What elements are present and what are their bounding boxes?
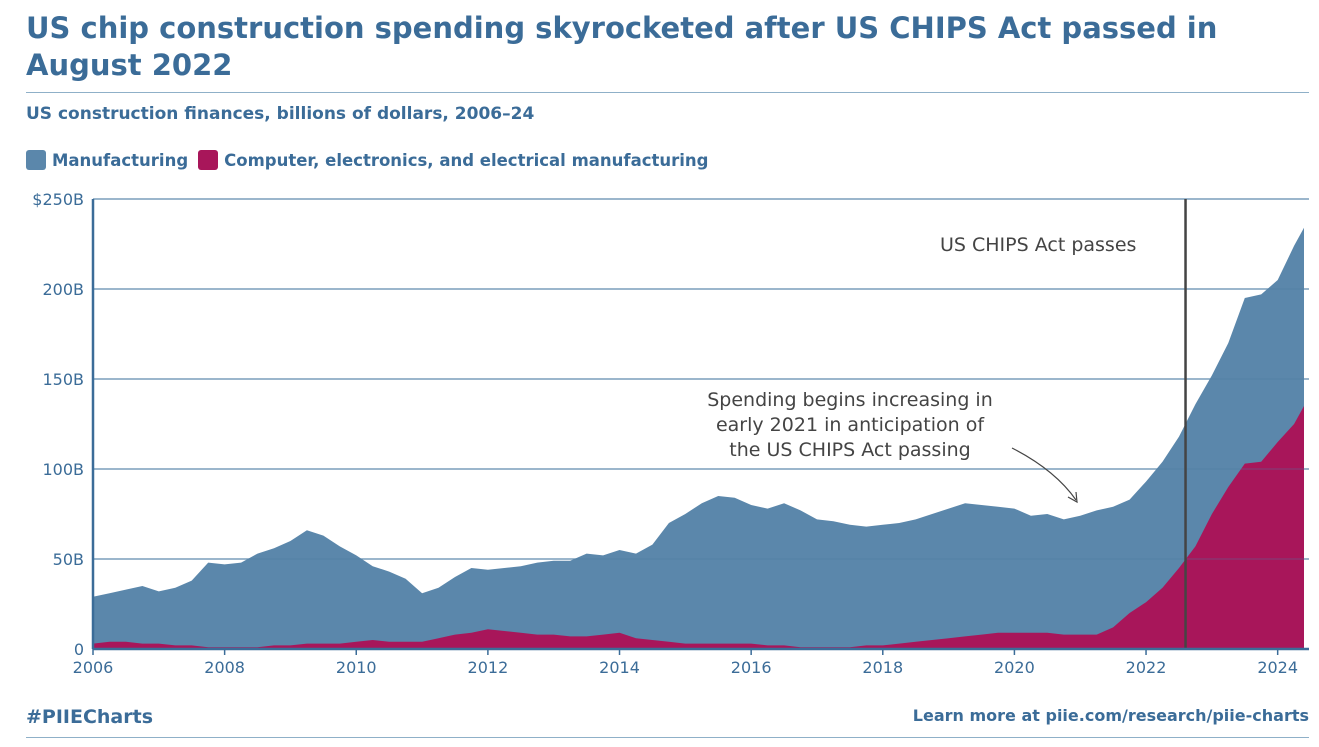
area-manufacturing	[93, 227, 1304, 650]
legend-label: Computer, electronics, and electrical ma…	[224, 150, 709, 170]
chart-area: 0 50B 100B 150B 200B $250B 2006 2008 2010 2012 201…	[32, 190, 1309, 677]
x-tick-label: 2014	[599, 658, 640, 677]
title-divider	[26, 92, 1309, 93]
annotation-arrowhead	[1067, 491, 1078, 504]
chart-subtitle: US construction finances, billions of do…	[26, 104, 535, 124]
annotation-line: Spending begins increasing in	[707, 389, 993, 411]
annotation-line: early 2021 in anticipation of	[715, 414, 985, 436]
x-tick-label: 2008	[204, 658, 245, 677]
legend: Manufacturing Computer, electronics, and…	[26, 150, 718, 170]
x-tick-label: 2022	[1126, 658, 1167, 677]
area-computer-electronics	[93, 406, 1304, 649]
x-tick-label: 2018	[862, 658, 903, 677]
x-tick-label: 2006	[73, 658, 114, 677]
y-tick-label: $250B	[32, 190, 84, 209]
footer-divider	[26, 737, 1309, 738]
x-tick-label: 2016	[731, 658, 772, 677]
x-tick-label: 2020	[994, 658, 1035, 677]
x-tick-label: 2012	[468, 658, 509, 677]
y-tick-label: 100B	[42, 460, 84, 479]
y-tick-label: 200B	[42, 280, 84, 299]
annotation-chips-passes: US CHIPS Act passes	[940, 234, 1137, 256]
annotation-arrow	[1011, 447, 1077, 501]
legend-label: Manufacturing	[52, 150, 189, 170]
x-tick-label: 2024	[1257, 658, 1298, 677]
legend-item-computer: Computer, electronics, and electrical ma…	[198, 150, 708, 170]
legend-item-manufacturing: Manufacturing	[26, 150, 188, 170]
x-tick-label: 2010	[336, 658, 377, 677]
y-tick-label: 0	[74, 640, 84, 659]
hashtag: #PIIECharts	[26, 706, 154, 728]
legend-swatch-computer	[198, 150, 219, 170]
y-tick-label: 50B	[53, 550, 84, 569]
y-tick-label: 150B	[42, 370, 84, 389]
learn-more-link[interactable]: Learn more at piie.com/research/piie-cha…	[912, 706, 1309, 725]
chart-title: US chip construction spending skyrockete…	[26, 11, 1218, 82]
legend-swatch-manufacturing	[26, 150, 46, 170]
annotation-spending: Spending begins increasing in early 2021…	[680, 388, 1020, 463]
annotation-line: the US CHIPS Act passing	[729, 439, 971, 461]
